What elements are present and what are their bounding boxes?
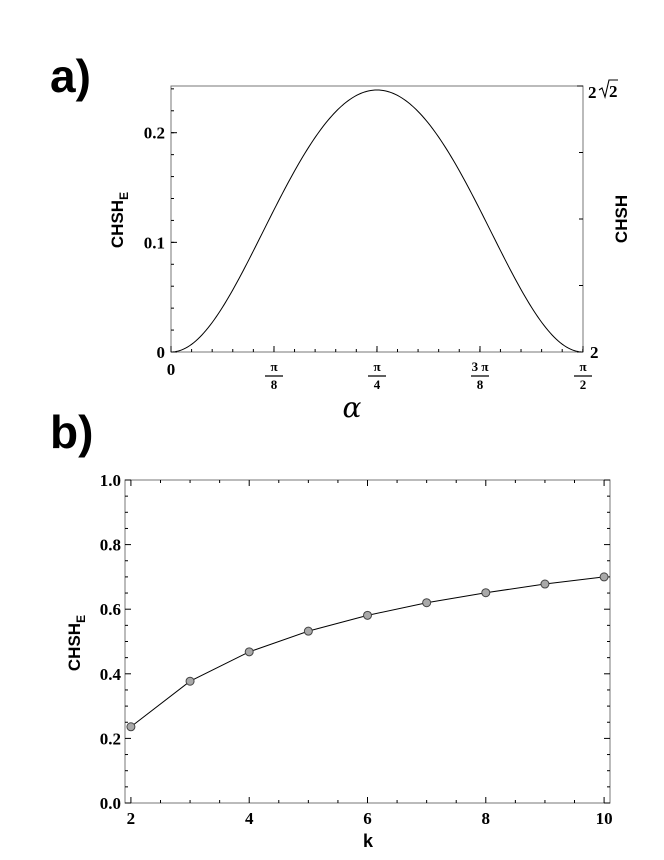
- panel-b-data-point: [599, 572, 609, 582]
- panel-b: b) 0.0 0.2 0.4 0.6 0.8 1.0 2 4 6 8 10 CHSHE k: [50, 406, 613, 851]
- fraction-numerator: 3 π: [472, 359, 489, 374]
- panel-b-ytick-label: 0.6: [100, 600, 121, 619]
- panel-b-data-point: [422, 598, 432, 608]
- fraction-denominator: 4: [374, 377, 381, 392]
- panel-a-y-ticks: 0 0.1 0.2: [144, 88, 177, 362]
- panel-b-data-point: [126, 722, 136, 732]
- svg-text:2: 2: [588, 83, 597, 102]
- fraction-numerator: π: [270, 359, 277, 374]
- panel-a-frame: [170, 85, 584, 353]
- panel-b-ytick-label: 1.0: [100, 471, 121, 490]
- panel-a-xtick-fraction: π8: [265, 359, 283, 392]
- fraction-numerator: π: [579, 359, 586, 374]
- panel-b-line: [130, 576, 605, 728]
- panel-a-xtick-fraction: 3 π8: [471, 359, 489, 392]
- panel-b-xtick-label: 4: [245, 809, 254, 828]
- panel-b-data-point: [363, 610, 372, 620]
- panel-b-xlabel: k: [363, 831, 374, 851]
- fraction-denominator: 8: [477, 377, 484, 392]
- panel-b-xtick-label: 6: [363, 809, 372, 828]
- panel-b-ytick-label: 0.8: [100, 536, 121, 555]
- panel-b-data-point: [244, 647, 254, 657]
- panel-b-ylabel: CHSHE: [65, 615, 88, 671]
- panel-a-ytick-label: 0.1: [144, 233, 165, 252]
- panel-b-label: b): [50, 406, 93, 458]
- svg-text:2: 2: [609, 82, 618, 101]
- panel-b-points: [126, 572, 609, 732]
- panel-b-ytick-label: 0.2: [100, 729, 121, 748]
- fraction-numerator: π: [373, 359, 380, 374]
- panel-a-xtick-label: 0: [167, 360, 176, 379]
- panel-a-xlabel: α: [343, 391, 362, 424]
- panel-a-right-tick-2: 2: [590, 343, 599, 362]
- panel-b-data-point: [185, 676, 195, 686]
- panel-b-ytick-label: 0.0: [100, 794, 121, 813]
- panel-b-xtick-label: 2: [127, 809, 136, 828]
- panel-a-right-tick-2sqrt2: 2 2: [588, 79, 618, 102]
- sqrt-sign: [598, 79, 618, 100]
- panel-a-xtick-fraction: π4: [368, 359, 386, 392]
- panel-b-data-point: [481, 588, 491, 598]
- panel-a-label: a): [50, 50, 91, 102]
- fraction-denominator: 2: [580, 377, 587, 392]
- panel-a-ytick-label: 0: [157, 343, 166, 362]
- panel-b-data-point: [303, 626, 313, 636]
- panel-b-data-point: [540, 579, 550, 589]
- panel-a-right-ticks: [577, 85, 583, 353]
- panel-b-xtick-label: 8: [482, 809, 491, 828]
- panel-b-y-ticks: 0.0 0.2 0.4 0.6 0.8 1.0: [100, 471, 610, 813]
- panel-b-frame: [124, 479, 611, 804]
- panel-b-x-ticks: 2 4 6 8 10: [127, 480, 613, 828]
- panel-a-ytick-label: 0.2: [144, 124, 165, 143]
- panel-a-ylabel-right: CHSH: [612, 195, 631, 243]
- panel-b-xtick-label: 10: [596, 809, 613, 828]
- panel-a-curve: [170, 89, 584, 353]
- panel-a-xtick-fraction: π2: [574, 359, 592, 392]
- panel-b-ytick-label: 0.4: [100, 665, 122, 684]
- fraction-denominator: 8: [271, 377, 278, 392]
- panel-a-ylabel-left: CHSHE: [108, 192, 131, 248]
